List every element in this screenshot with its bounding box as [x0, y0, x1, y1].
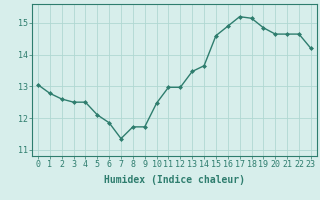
- X-axis label: Humidex (Indice chaleur): Humidex (Indice chaleur): [104, 175, 245, 185]
